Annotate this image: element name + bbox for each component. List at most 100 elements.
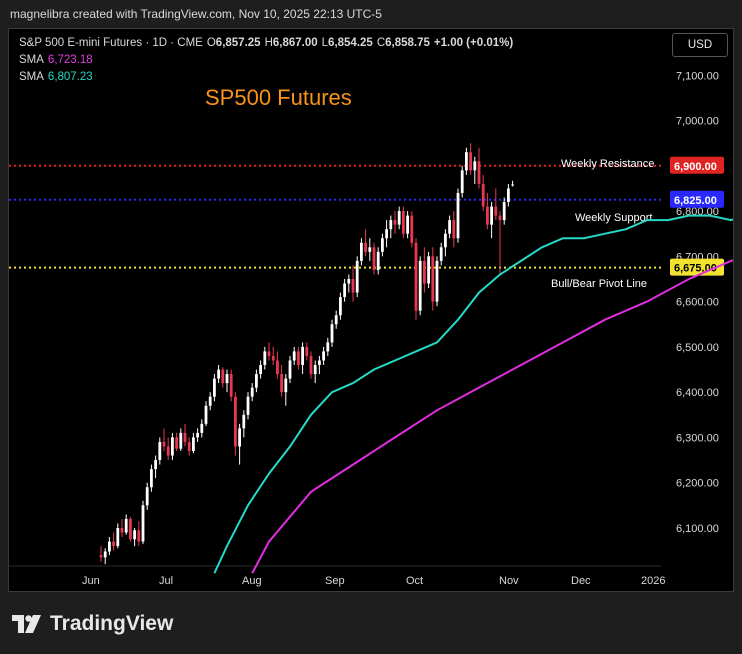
y-tick-label: 6,300.00 xyxy=(676,432,719,444)
open-label: O xyxy=(206,37,216,49)
high-value: 6,867.00 xyxy=(272,37,318,49)
candle-body xyxy=(469,152,472,171)
candle-body xyxy=(217,369,220,379)
candle-body xyxy=(330,324,334,343)
candle-body xyxy=(460,170,464,193)
candle-body xyxy=(179,432,183,449)
candle-body xyxy=(498,215,502,221)
candle-body xyxy=(376,251,380,270)
candle-body xyxy=(246,396,250,415)
candle-body xyxy=(200,423,204,433)
attribution-text: magnelibra created with TradingView.com,… xyxy=(10,7,382,21)
level-price-badge-label: 6,900.00 xyxy=(674,161,717,173)
candle-body xyxy=(301,346,304,365)
candle-body xyxy=(427,256,430,284)
symbol-label: S&P 500 E-mini Futures · 1D · CME xyxy=(19,37,203,49)
y-tick-label: 6,100.00 xyxy=(676,523,719,535)
x-tick-label: Oct xyxy=(406,575,423,587)
x-tick-label: Jul xyxy=(159,575,173,587)
candle-body xyxy=(418,260,422,311)
candle-body xyxy=(414,242,418,311)
candle-body xyxy=(137,530,141,542)
chart-panel[interactable]: SP500 Futures 6,100.00 6,200.00 6,300.00 6,4… xyxy=(8,28,734,592)
candle-body xyxy=(347,278,351,284)
level-price-badge-label: 6,825.00 xyxy=(674,195,717,207)
level-label: Weekly Support xyxy=(575,212,652,224)
candle-body xyxy=(364,242,367,252)
sma-slow-value: 6,723.18 xyxy=(47,54,93,66)
candle-body xyxy=(381,238,384,252)
price-chart[interactable]: SP500 Futures 6,100.00 6,200.00 6,300.00 6,4… xyxy=(9,29,733,591)
candle-body xyxy=(158,441,162,461)
candle-body xyxy=(313,365,317,375)
candle-body xyxy=(318,360,321,365)
currency-button[interactable]: USD xyxy=(672,33,728,57)
candle-body xyxy=(511,184,514,186)
y-tick-label: 7,000.00 xyxy=(676,116,719,128)
chart-legend: S&P 500 E-mini Futures · 1D · CME O 6,857… xyxy=(19,35,513,86)
candle-body xyxy=(473,161,477,171)
candle-body xyxy=(372,247,376,270)
candle-body xyxy=(99,555,103,558)
candle-body xyxy=(221,369,225,384)
tradingview-brand: TradingView xyxy=(12,612,173,636)
candle-body xyxy=(393,220,397,225)
candle-body xyxy=(309,355,313,375)
candle-body xyxy=(238,428,241,447)
close-value: 6,858.75 xyxy=(385,37,430,49)
candle-body xyxy=(288,360,292,379)
candle-body xyxy=(448,220,451,234)
x-tick-label: Jun xyxy=(82,575,100,587)
sma-slow-label: SMA xyxy=(19,54,44,66)
candle-body xyxy=(360,242,363,261)
x-tick-label: Sep xyxy=(325,575,345,587)
candle-body xyxy=(166,446,170,456)
candle-body xyxy=(368,247,372,252)
y-tick-label: 6,500.00 xyxy=(676,342,719,354)
candle-body xyxy=(133,530,136,540)
candle-body xyxy=(112,541,115,547)
candle-body xyxy=(456,192,460,239)
candle-body xyxy=(280,374,283,393)
candle-body xyxy=(351,278,355,293)
candle-body xyxy=(271,355,275,361)
candle-body xyxy=(171,437,174,456)
candle-body xyxy=(150,469,153,488)
level-label: Weekly Resistance xyxy=(561,158,654,170)
candle-body xyxy=(187,441,191,452)
candle-body xyxy=(267,351,271,356)
candle-body xyxy=(192,437,195,452)
candle-body xyxy=(435,260,439,302)
candle-body xyxy=(229,374,233,397)
candle-body xyxy=(196,432,199,438)
x-tick-label: Aug xyxy=(242,575,262,587)
candle-body xyxy=(276,360,279,375)
candle-body xyxy=(439,247,443,261)
candle-body xyxy=(477,161,481,184)
candle-body xyxy=(397,211,401,225)
candle-body xyxy=(334,315,338,325)
candle-body xyxy=(452,220,456,239)
candle-body xyxy=(183,432,187,442)
candle-body xyxy=(120,527,124,533)
candle-body xyxy=(213,378,216,397)
candle-body xyxy=(385,229,388,239)
candle-body xyxy=(389,220,393,230)
candle-body xyxy=(305,346,309,356)
candle-body xyxy=(410,215,414,243)
candle-body xyxy=(507,188,510,203)
x-tick-label: Dec xyxy=(571,575,591,587)
open-value: 6,857.25 xyxy=(215,37,261,49)
candle-body xyxy=(292,351,296,361)
level-price-badge-label: 6,675.00 xyxy=(674,263,717,275)
candle-body xyxy=(124,518,128,533)
candle-body xyxy=(175,437,178,449)
sma-fast-row: SMA 6,807.23 xyxy=(19,69,513,86)
candle-body xyxy=(145,487,149,506)
candle-body xyxy=(255,374,258,388)
candle-body xyxy=(444,233,447,248)
candle-body xyxy=(322,351,325,361)
candle-body xyxy=(225,374,229,384)
candle-body xyxy=(481,183,485,207)
x-tick-label: 2026 xyxy=(641,575,665,587)
